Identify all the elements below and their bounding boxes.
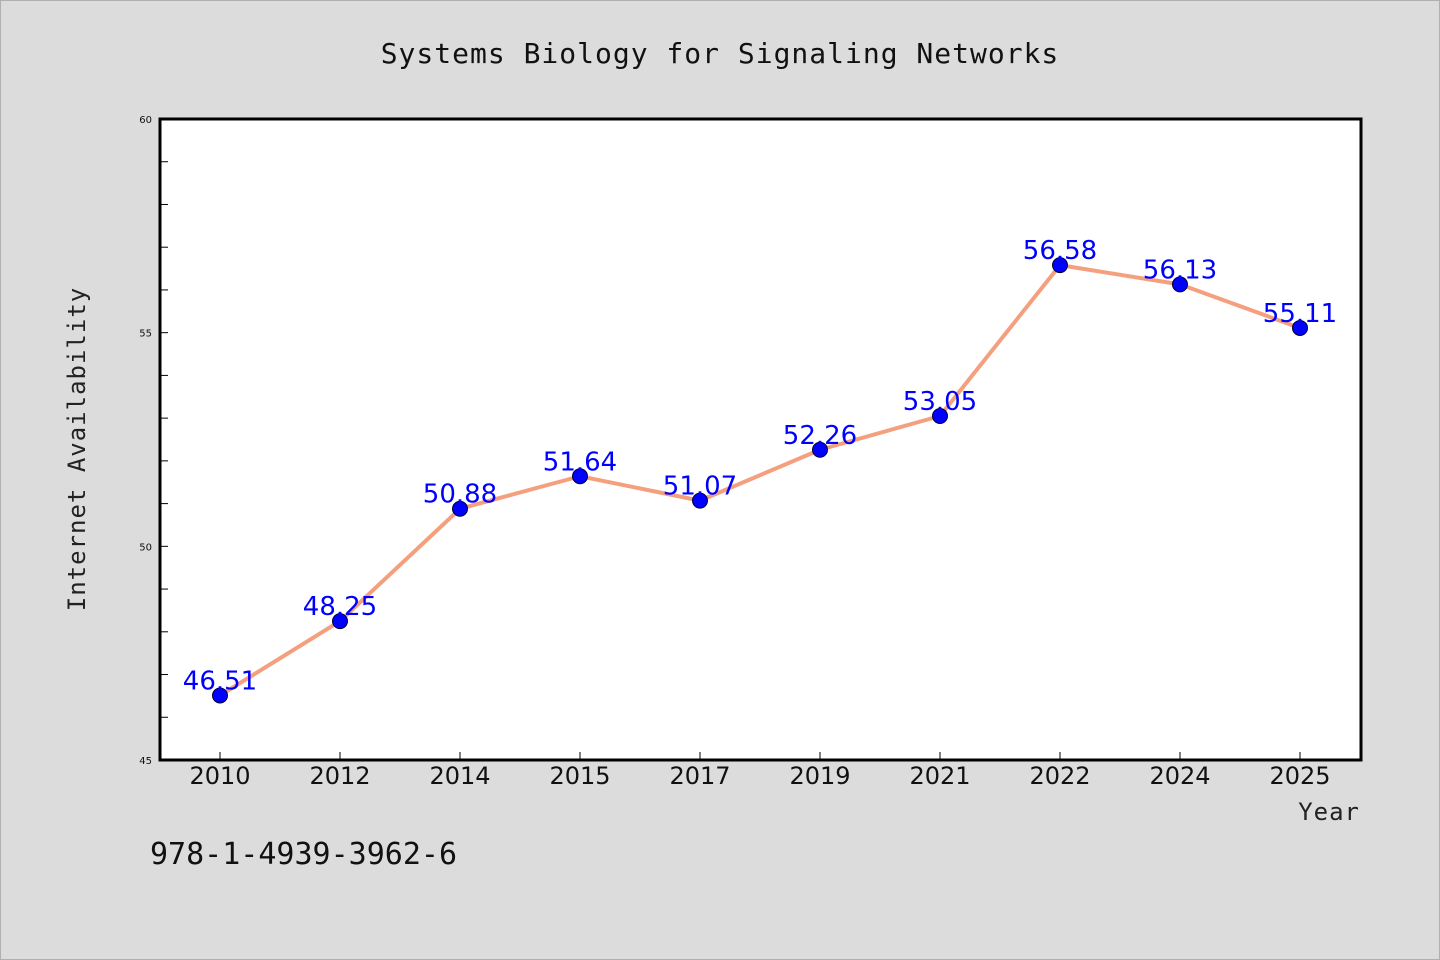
data-label-2015: 51.64	[543, 447, 617, 477]
y-axis-ticks: 45 50 55 60	[139, 115, 168, 767]
x-tick-label-2012: 2012	[309, 762, 370, 790]
data-label-2010: 46.51	[183, 666, 257, 696]
series-line	[218, 263, 1301, 698]
data-point-2012	[332, 613, 348, 630]
x-tick-label-2021: 2021	[909, 762, 970, 790]
data-label-2012: 48.25	[303, 592, 377, 622]
data-point-2021	[932, 407, 948, 424]
y-minor-ticks	[159, 161, 168, 718]
data-markers	[212, 257, 1308, 704]
y-tick-label: 60	[139, 115, 152, 126]
data-label-2022: 56.58	[1023, 236, 1097, 266]
x-axis-label: Year	[1298, 798, 1360, 826]
data-label-2021: 53.05	[903, 387, 977, 417]
x-tick-label-2019: 2019	[789, 762, 850, 790]
data-point-2019	[812, 441, 828, 458]
data-point-2025	[1292, 319, 1308, 336]
data-point-2014	[452, 500, 468, 517]
y-tick-label: 50	[139, 542, 152, 553]
data-point-2022	[1052, 257, 1068, 274]
data-point-2017	[692, 492, 708, 509]
data-point-2024	[1172, 276, 1188, 293]
y-axis-label: Internet Availability	[63, 287, 91, 611]
x-tick-label-2010: 2010	[189, 762, 250, 790]
y-tick-label: 45	[139, 756, 152, 767]
x-tick-label-2015: 2015	[549, 762, 610, 790]
x-tick-label-2014: 2014	[429, 762, 490, 790]
x-tick-label-2022: 2022	[1029, 762, 1090, 790]
x-axis-ticks: 2010 2012 2014 2015 2017 2019 2021 2022 2024 2025	[189, 752, 1331, 790]
x-tick-label-2017: 2017	[669, 762, 730, 790]
data-point-2010	[212, 687, 228, 704]
data-label-2019: 52.26	[783, 421, 857, 451]
plot-area	[158, 117, 1363, 762]
y-tick-label: 55	[139, 329, 152, 340]
data-label-2014: 50.88	[423, 480, 497, 510]
x-tick-label-2024: 2024	[1149, 762, 1210, 790]
data-label-2025: 55.11	[1263, 299, 1337, 329]
data-label-2024: 56.13	[1143, 255, 1217, 285]
chart-title: Systems Biology for Signaling Networks	[381, 37, 1060, 70]
data-label-2017: 51.07	[663, 472, 737, 502]
data-labels: 46.51 48.25 50.88 51.64 51.07 52.26 53.05 56.58…	[183, 236, 1337, 696]
x-tick-label-2025: 2025	[1269, 762, 1330, 790]
data-point-2015	[572, 468, 588, 485]
isbn-footer-text: 978-1-4939-3962-6	[150, 837, 457, 872]
